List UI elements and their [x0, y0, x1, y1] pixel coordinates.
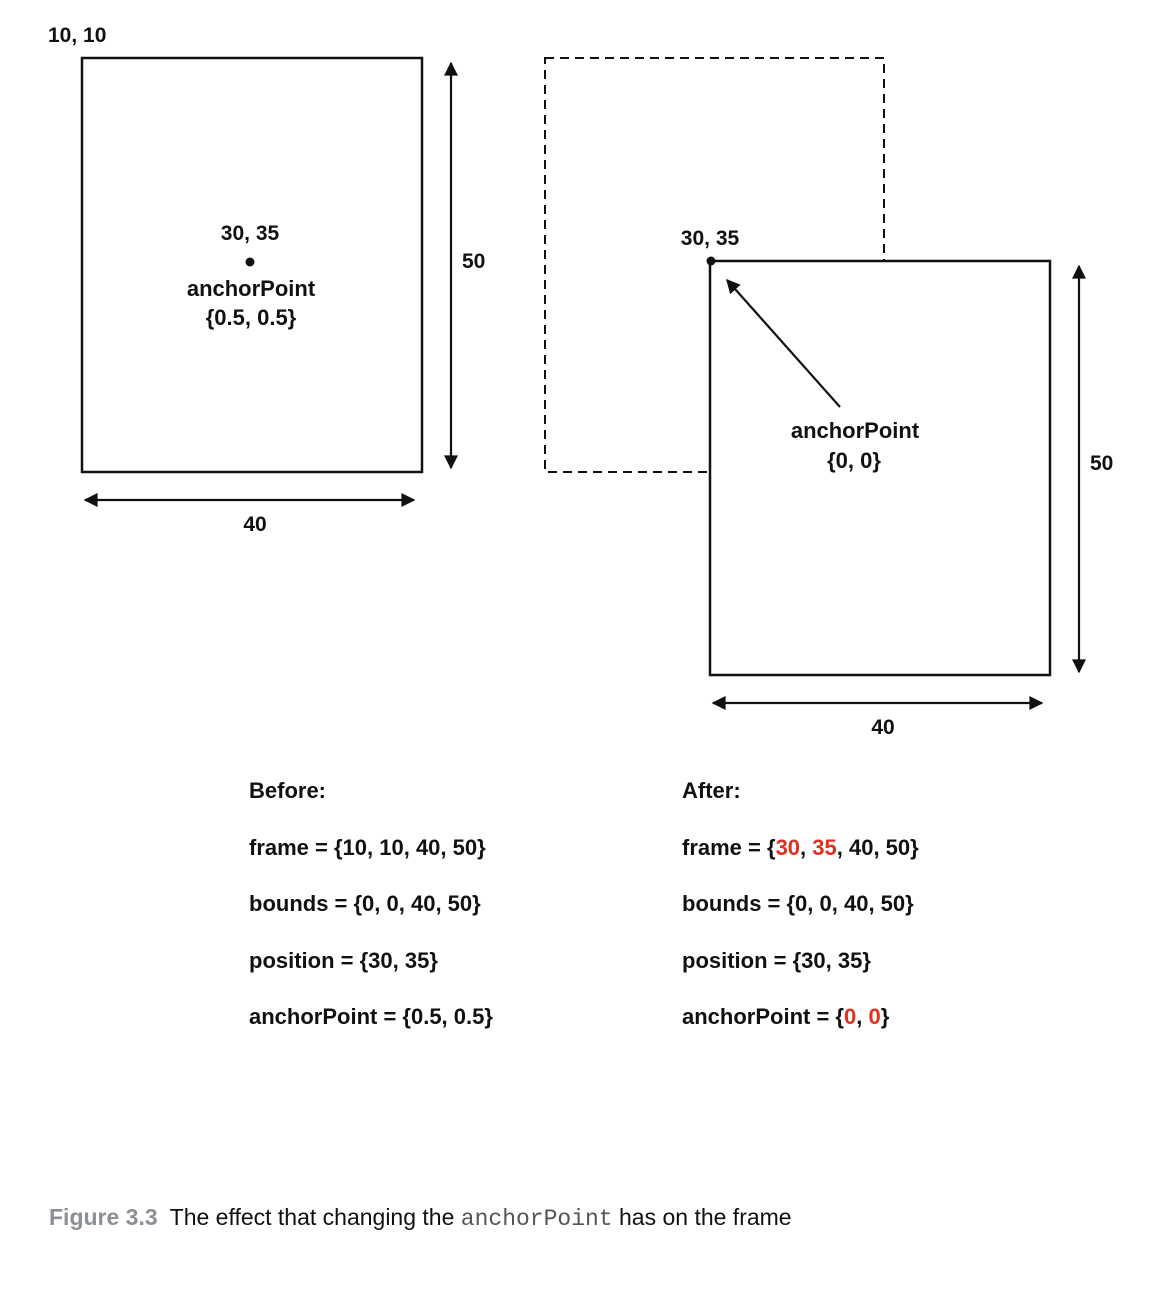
before-anchor-label: anchorPoint	[187, 276, 316, 301]
after-height-label: 50	[1090, 452, 1113, 475]
after-heading: After:	[682, 778, 741, 803]
after-anchor-sep: ,	[856, 1004, 869, 1029]
before-frame-line: frame = {10, 10, 40, 50}	[249, 834, 486, 860]
before-position-label: 30, 35	[221, 222, 280, 245]
before-properties: Before: frame = {10, 10, 40, 50} bounds …	[249, 777, 629, 1060]
after-anchor-line: anchorPoint = {0, 0}	[682, 1003, 1062, 1060]
before-position-line: position = {30, 35}	[249, 947, 438, 973]
after-layer-frame	[708, 259, 1052, 677]
after-anchor-prefix: anchorPoint = {	[682, 1004, 844, 1029]
after-frame-suffix: , 40, 50}	[836, 834, 919, 860]
after-width-label: 40	[871, 716, 894, 739]
after-anchor-x-changed: 0	[843, 1004, 857, 1029]
before-anchor-line: anchorPoint = {0.5, 0.5}	[249, 1004, 493, 1029]
after-anchor-dot	[706, 256, 716, 266]
figure-number: Figure 3.3	[49, 1204, 158, 1230]
after-properties: After: frame = {30, 35, 40, 50} bounds =…	[682, 777, 1062, 1060]
caption-code-anchorpoint: anchorPoint	[460, 1206, 613, 1232]
caption-text-after: has on the frame	[612, 1204, 792, 1230]
after-frame-prefix: frame = {	[682, 834, 776, 860]
after-frame-line: frame = {30, 35, 40, 50}	[682, 834, 1062, 891]
before-bounds-line: bounds = {0, 0, 40, 50}	[249, 891, 481, 916]
after-bounds-line: bounds = {0, 0, 40, 50}	[682, 891, 914, 916]
before-anchor-dot	[245, 257, 255, 267]
after-frame-y-changed: 35	[812, 834, 837, 860]
after-frame-x-changed: 30	[775, 834, 801, 860]
before-heading: Before:	[249, 778, 327, 803]
before-height-label: 50	[462, 250, 485, 273]
after-anchor-value: {0, 0}	[827, 448, 881, 473]
before-origin-label: 10, 10	[48, 24, 106, 47]
after-position-label: 30, 35	[681, 227, 740, 250]
after-anchor-pointer-arrow	[726, 278, 841, 408]
after-frame-sep: ,	[800, 834, 813, 860]
after-anchor-y-changed: 0	[868, 1004, 881, 1029]
caption-text-before: The effect that changing the	[169, 1204, 461, 1230]
before-width-label: 40	[243, 513, 266, 536]
after-position-line: position = {30, 35}	[682, 947, 871, 973]
after-anchor-label: anchorPoint	[791, 418, 920, 443]
figure-caption: Figure 3.3 The effect that changing the a…	[49, 1201, 792, 1235]
before-anchor-value: {0.5, 0.5}	[206, 305, 297, 330]
after-anchor-suffix: }	[880, 1004, 890, 1029]
